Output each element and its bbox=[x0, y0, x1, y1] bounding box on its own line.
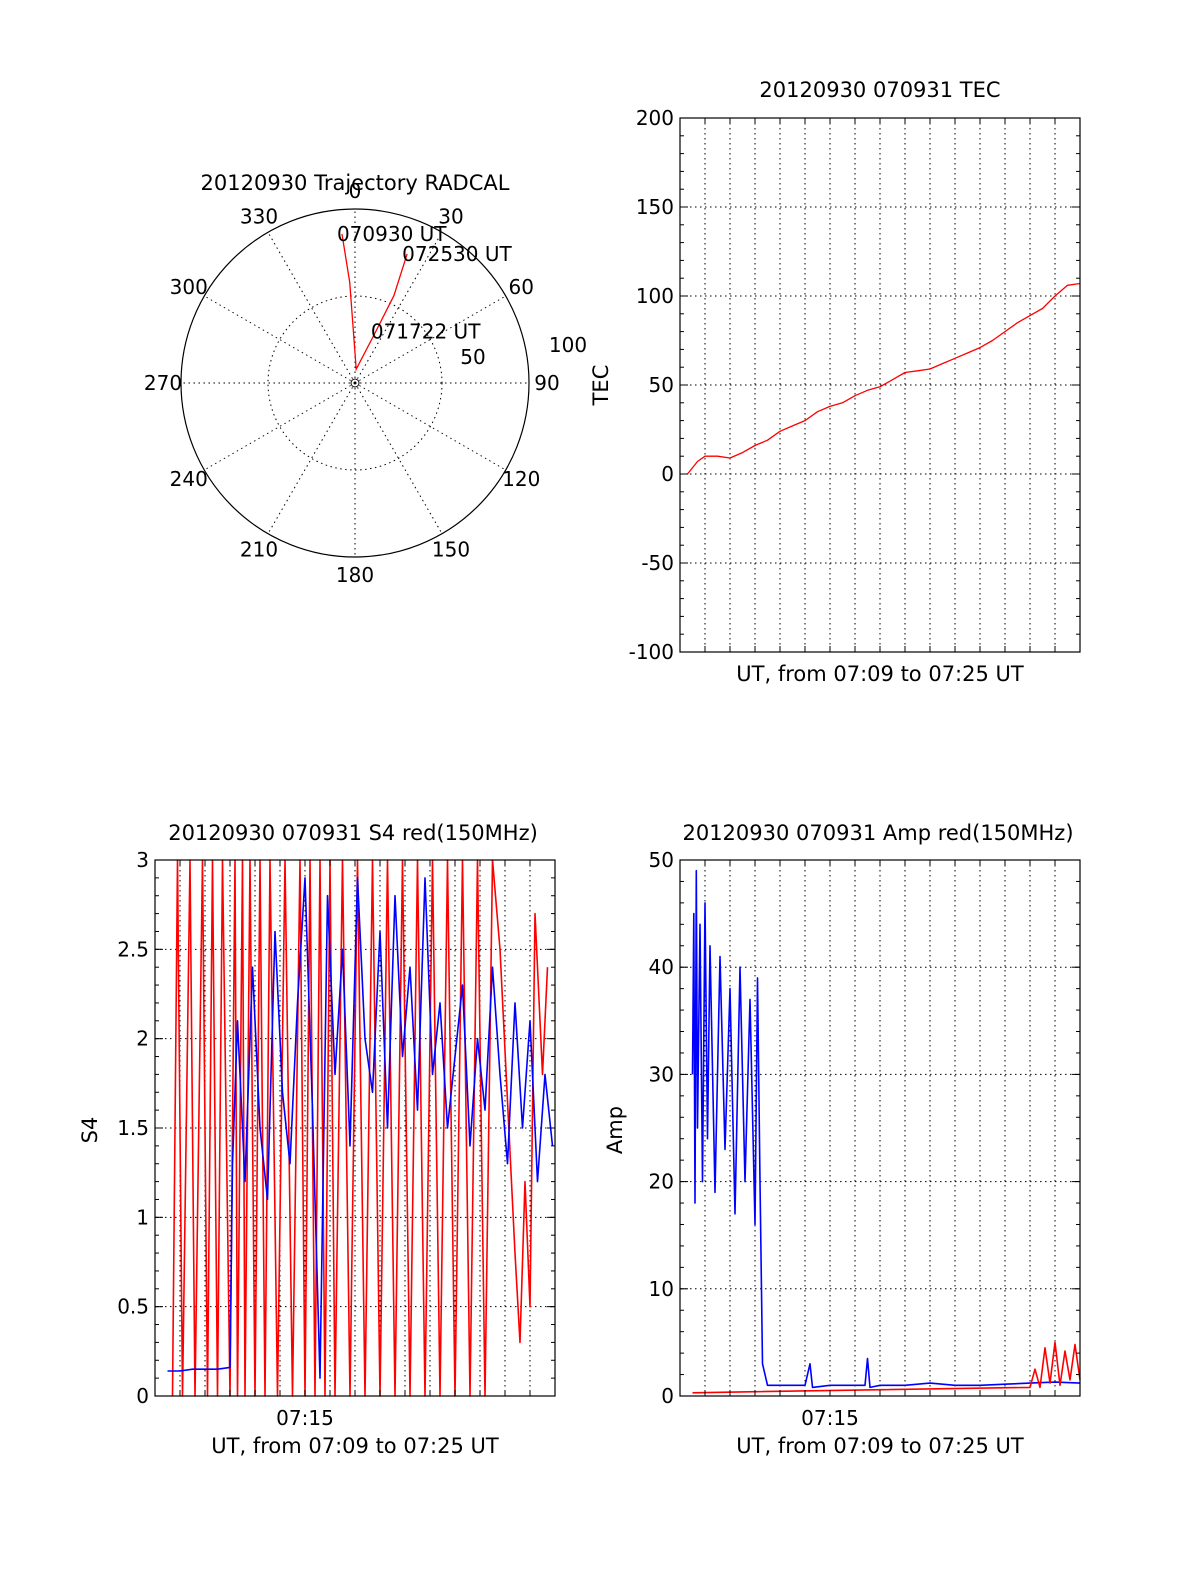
amp-series-line bbox=[692, 1341, 1081, 1394]
amp-plot: 20120930 070931 Amp red(150MHz) 0 10 20 30 4… bbox=[603, 821, 1081, 1458]
tec-y-tick-label: -50 bbox=[641, 551, 674, 575]
polar-azimuth-label: 180 bbox=[336, 563, 374, 587]
s4-y-tick-label: 2 bbox=[136, 1027, 149, 1051]
amp-series-line bbox=[691, 869, 1081, 1389]
amp-ylabel: Amp bbox=[603, 1106, 627, 1154]
polar-azimuth-label: 300 bbox=[170, 275, 208, 299]
tec-plot: 20120930 070931 TEC -100-50050100150200 … bbox=[589, 78, 1081, 686]
tec-y-ticks: -100 -50 0 50 100 150 200 bbox=[629, 106, 1080, 664]
polar-azimuth-label: 330 bbox=[240, 205, 278, 229]
polar-trajectory-line bbox=[341, 233, 408, 372]
polar-grid-spoke bbox=[267, 382, 356, 534]
amp-title: 20120930 070931 Amp red(150MHz) bbox=[682, 821, 1073, 845]
polar-grid-spoke bbox=[267, 232, 356, 384]
polar-azimuth-label: 150 bbox=[432, 537, 470, 561]
amp-y-tick-label: 30 bbox=[649, 1062, 674, 1086]
polar-azimuth-label: 240 bbox=[170, 467, 208, 491]
polar-azimuth-label: 120 bbox=[502, 467, 540, 491]
polar-grid-spoke bbox=[354, 382, 443, 534]
tec-y-tick-label: 50 bbox=[649, 373, 674, 397]
s4-y-tick-label: 1.5 bbox=[117, 1116, 149, 1140]
polar-azimuth-labels: 0 30 60 90 120 150 180 210 240 270 300 330 bbox=[144, 179, 560, 587]
polar-grid-spoke bbox=[354, 382, 506, 471]
polar-azimuth-label: 30 bbox=[438, 205, 463, 229]
s4-title: 20120930 070931 S4 red(150MHz) bbox=[168, 821, 538, 845]
amp-x-tick-label: 07:15 bbox=[801, 1406, 859, 1430]
amp-xlabel: UT, from 07:09 to 07:25 UT bbox=[736, 1434, 1024, 1458]
polar-center-marker bbox=[350, 378, 360, 388]
s4-y-tick-label: 1 bbox=[136, 1205, 149, 1229]
tec-y-tick-label: -100 bbox=[629, 640, 674, 664]
tec-y-tick-label: 150 bbox=[636, 195, 674, 219]
s4-plot: 20120930 070931 S4 red(150MHz) 0 0.5 1 1.5 2… bbox=[78, 821, 556, 1458]
polar-azimuth-label: 270 bbox=[144, 371, 182, 395]
polar-grid-spoke bbox=[204, 382, 356, 471]
s4-y-tick-label: 2.5 bbox=[117, 937, 149, 961]
tec-series bbox=[686, 282, 1081, 475]
polar-annotations: 070930 UT 071722 UT 072530 UT bbox=[337, 222, 513, 343]
polar-grid-circle bbox=[267, 295, 443, 471]
polar-grid-spoke bbox=[204, 295, 356, 384]
amp-series bbox=[691, 869, 1081, 1394]
s4-series bbox=[167, 859, 554, 1397]
polar-azimuth-label: 60 bbox=[509, 275, 534, 299]
s4-x-ticks: 07:15 bbox=[154, 860, 556, 1430]
amp-y-tick-label: 0 bbox=[661, 1384, 674, 1408]
polar-annotation: 072530 UT bbox=[402, 242, 512, 266]
tec-xlabel: UT, from 07:09 to 07:25 UT bbox=[736, 662, 1024, 686]
polar-radius-label: 50 bbox=[460, 345, 485, 369]
s4-xlabel: UT, from 07:09 to 07:25 UT bbox=[211, 1434, 499, 1458]
amp-y-tick-label: 50 bbox=[649, 848, 674, 872]
polar-grid-spoke bbox=[354, 295, 506, 384]
polar-grid-spoke bbox=[354, 232, 443, 384]
amp-y-ticks: 0 10 20 30 40 50 bbox=[649, 848, 1080, 1408]
s4-series-line bbox=[171, 859, 549, 1397]
polar-outer-circle bbox=[180, 208, 530, 558]
amp-y-tick-label: 40 bbox=[649, 955, 674, 979]
polar-annotation: 070930 UT bbox=[337, 222, 447, 246]
s4-x-tick-label: 07:15 bbox=[276, 1406, 334, 1430]
polar-azimuth-label: 210 bbox=[240, 537, 278, 561]
tec-y-tick-label: 100 bbox=[636, 284, 674, 308]
polar-radius-labels: 50 100 bbox=[460, 333, 587, 369]
s4-series-line bbox=[167, 877, 554, 1379]
polar-azimuth-label: 0 bbox=[349, 179, 362, 203]
s4-y-tick-label: 0.5 bbox=[117, 1295, 149, 1319]
tec-grid bbox=[680, 118, 1080, 652]
tec-x-ticks bbox=[679, 118, 1081, 652]
polar-radius-label: 100 bbox=[549, 333, 587, 357]
tec-title: 20120930 070931 TEC bbox=[759, 78, 1000, 102]
s4-y-tick-label: 0 bbox=[136, 1384, 149, 1408]
s4-y-ticks: 0 0.5 1 1.5 2 2.5 3 bbox=[117, 848, 555, 1408]
tec-series-line bbox=[686, 282, 1081, 475]
s4-y-tick-label: 3 bbox=[136, 848, 149, 872]
tec-y-tick-label: 200 bbox=[636, 106, 674, 130]
polar-annotation: 071722 UT bbox=[371, 319, 481, 343]
polar-grid bbox=[181, 209, 529, 557]
amp-y-tick-label: 10 bbox=[649, 1277, 674, 1301]
polar-trajectory-series bbox=[341, 233, 408, 372]
amp-grid bbox=[680, 860, 1080, 1396]
amp-x-ticks: 07:15 bbox=[679, 860, 1081, 1430]
polar-title: 20120930 Trajectory RADCAL bbox=[201, 171, 510, 195]
tec-ylabel: TEC bbox=[589, 365, 613, 407]
polar-trajectory-plot: 20120930 Trajectory RADCAL 0 30 60 90 120 150… bbox=[144, 171, 587, 587]
polar-azimuth-label: 90 bbox=[534, 371, 559, 395]
amp-y-tick-label: 20 bbox=[649, 1170, 674, 1194]
tec-y-tick-label: 0 bbox=[661, 462, 674, 486]
s4-ylabel: S4 bbox=[78, 1117, 102, 1144]
